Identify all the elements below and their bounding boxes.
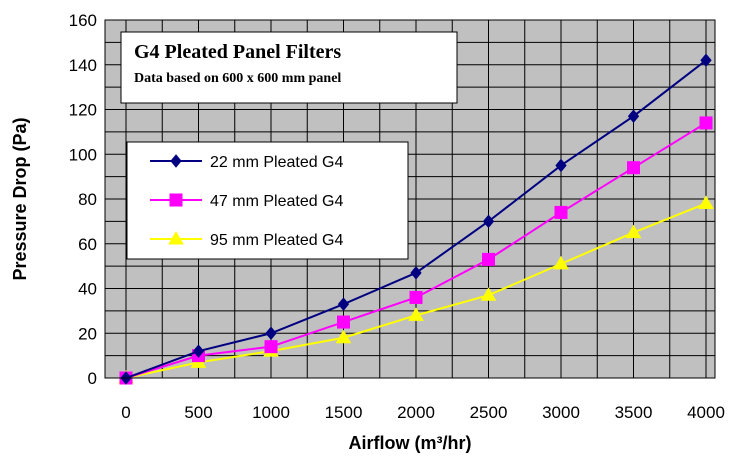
legend: 22 mm Pleated G4 47 mm Pleated G4 95 mm Pl…: [126, 141, 409, 260]
x-tick-label: 3000: [542, 403, 580, 422]
data-point: [482, 252, 495, 266]
x-tick-label: 2000: [397, 403, 435, 422]
x-tick-label: 500: [184, 403, 212, 422]
x-tick-label: 4000: [687, 403, 725, 422]
series-diamond: [120, 53, 712, 385]
annotation-subtitle: Data based on 600 x 600 mm panel: [134, 71, 341, 86]
data-point: [265, 326, 277, 341]
data-point: [699, 116, 713, 130]
annotation-box: G4 Pleated Panel Filters Data based on 6…: [120, 31, 458, 104]
data-point: [627, 161, 640, 175]
legend-label: 95 mm Pleated G4: [210, 232, 344, 249]
x-axis-title: Airflow (m³/hr): [349, 433, 472, 453]
plot-border: [104, 19, 716, 379]
y-tick-label: 100: [69, 145, 97, 164]
y-tick-label: 0: [88, 369, 97, 388]
legend-item: 47 mm Pleated G4: [150, 193, 344, 210]
x-tick-label: 1000: [252, 403, 290, 422]
data-point: [554, 205, 568, 219]
legend-marker: [168, 231, 184, 245]
legend-label: 22 mm Pleated G4: [210, 154, 344, 171]
x-tick-label: 1500: [325, 403, 363, 422]
y-tick-label: 20: [78, 324, 97, 343]
y-tick-label: 40: [78, 280, 97, 299]
data-point: [337, 297, 350, 311]
data-point: [408, 307, 424, 321]
data-point: [480, 287, 497, 301]
y-tick-label: 140: [69, 56, 97, 75]
y-tick-label: 160: [69, 11, 97, 30]
data-point: [482, 214, 495, 229]
legend-item: 22 mm Pleated G4: [150, 154, 344, 171]
data-point: [700, 53, 712, 68]
data-point: [553, 255, 569, 270]
legend-label: 47 mm Pleated G4: [210, 193, 344, 210]
x-tick-label: 0: [121, 403, 130, 422]
legend-marker: [169, 193, 183, 207]
data-point: [192, 344, 205, 358]
x-tick-label: 2500: [470, 403, 508, 422]
data-point: [337, 315, 350, 329]
data-point: [627, 109, 640, 123]
legend-marker: [170, 154, 182, 168]
data-point: [555, 158, 567, 173]
y-axis-title: Pressure Drop (Pa): [10, 117, 30, 280]
y-tick-label: 80: [78, 190, 97, 209]
data-point: [409, 290, 423, 304]
series-layer: [118, 53, 714, 385]
y-tick-label: 60: [78, 235, 97, 254]
data-point: [264, 340, 278, 354]
y-tick-labels: 0 20 40 60 80 100 120 140 160: [69, 11, 97, 388]
data-point: [335, 329, 352, 344]
legend-item: 95 mm Pleated G4: [150, 231, 344, 249]
y-tick-label: 120: [69, 101, 97, 120]
data-point: [625, 224, 642, 239]
data-point: [410, 266, 422, 280]
x-tick-label: 3500: [615, 403, 653, 422]
annotation-title: G4 Pleated Panel Filters: [134, 41, 341, 63]
data-point: [698, 195, 714, 209]
x-tick-labels: 0 500 1000 1500 2000 2500 3000 3500 4000: [121, 403, 725, 422]
